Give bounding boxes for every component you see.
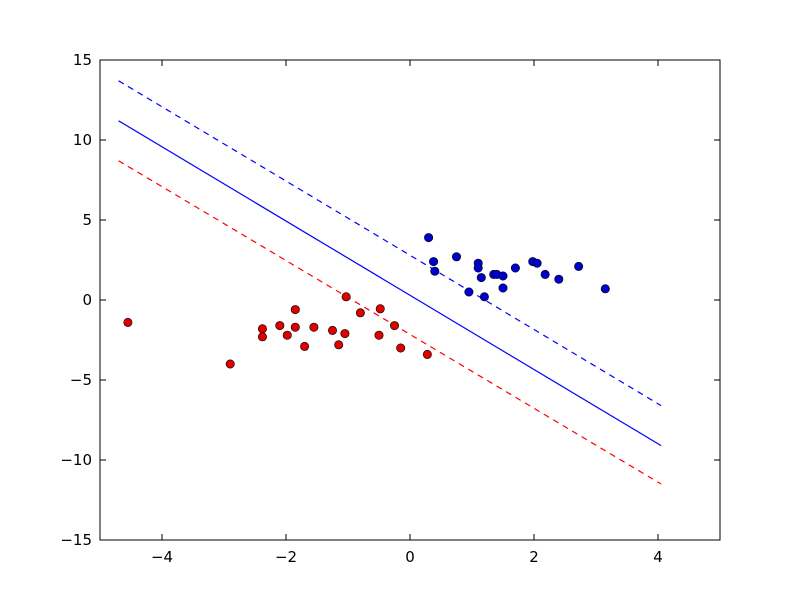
data-point [430,266,440,276]
data-point [374,330,384,340]
data-point [476,273,486,283]
dashed-line-4 [118,160,662,485]
y-tick-label: 5 [82,211,92,229]
dashed-line-3 [118,80,662,407]
y-tick-label: −15 [60,531,92,549]
solid-line-2 [118,120,662,447]
data-point [290,322,300,332]
data-point [257,332,267,342]
data-point [498,271,508,281]
data-point [451,252,461,262]
data-point [257,324,267,334]
data-point [290,305,300,315]
y-tick-label: −5 [70,371,92,389]
data-point [510,263,520,273]
x-tick-label: −2 [275,548,297,566]
data-point [429,257,439,267]
data-point [375,304,385,314]
data-point [334,340,344,350]
data-point [554,274,564,284]
data-point [282,330,292,340]
data-point [275,321,285,331]
data-point [327,325,337,335]
axis-ticks [100,59,720,541]
data-point [389,321,399,331]
data-point [422,349,432,359]
data-point [540,269,550,279]
data-point [300,341,310,351]
data-point [309,322,319,332]
data-point [464,287,474,297]
y-tick-label: −10 [60,451,92,469]
y-tick-label: 0 [82,291,92,309]
data-point [498,283,508,293]
data-point [479,292,489,302]
x-tick-label: −4 [151,548,173,566]
data-point [473,263,483,273]
x-tick-label: 2 [529,548,539,566]
data-point [600,284,610,294]
plot-lines [118,80,662,485]
tick-labels: −4 −2 0 2 4 −15 −10 −5 0 5 10 15 [60,51,662,566]
x-tick-label: 0 [405,548,415,566]
data-point [341,292,351,302]
plot-frame [99,59,721,541]
plot-points [123,233,610,369]
data-point [123,317,133,327]
y-tick-label: 15 [73,51,92,69]
y-tick-label: 10 [73,131,92,149]
data-point [355,308,365,318]
data-point [225,359,235,369]
data-point [424,233,434,243]
data-point [574,261,584,271]
data-point [396,343,406,353]
x-tick-label: 4 [653,548,663,566]
data-point [340,329,350,339]
data-point [532,258,542,268]
